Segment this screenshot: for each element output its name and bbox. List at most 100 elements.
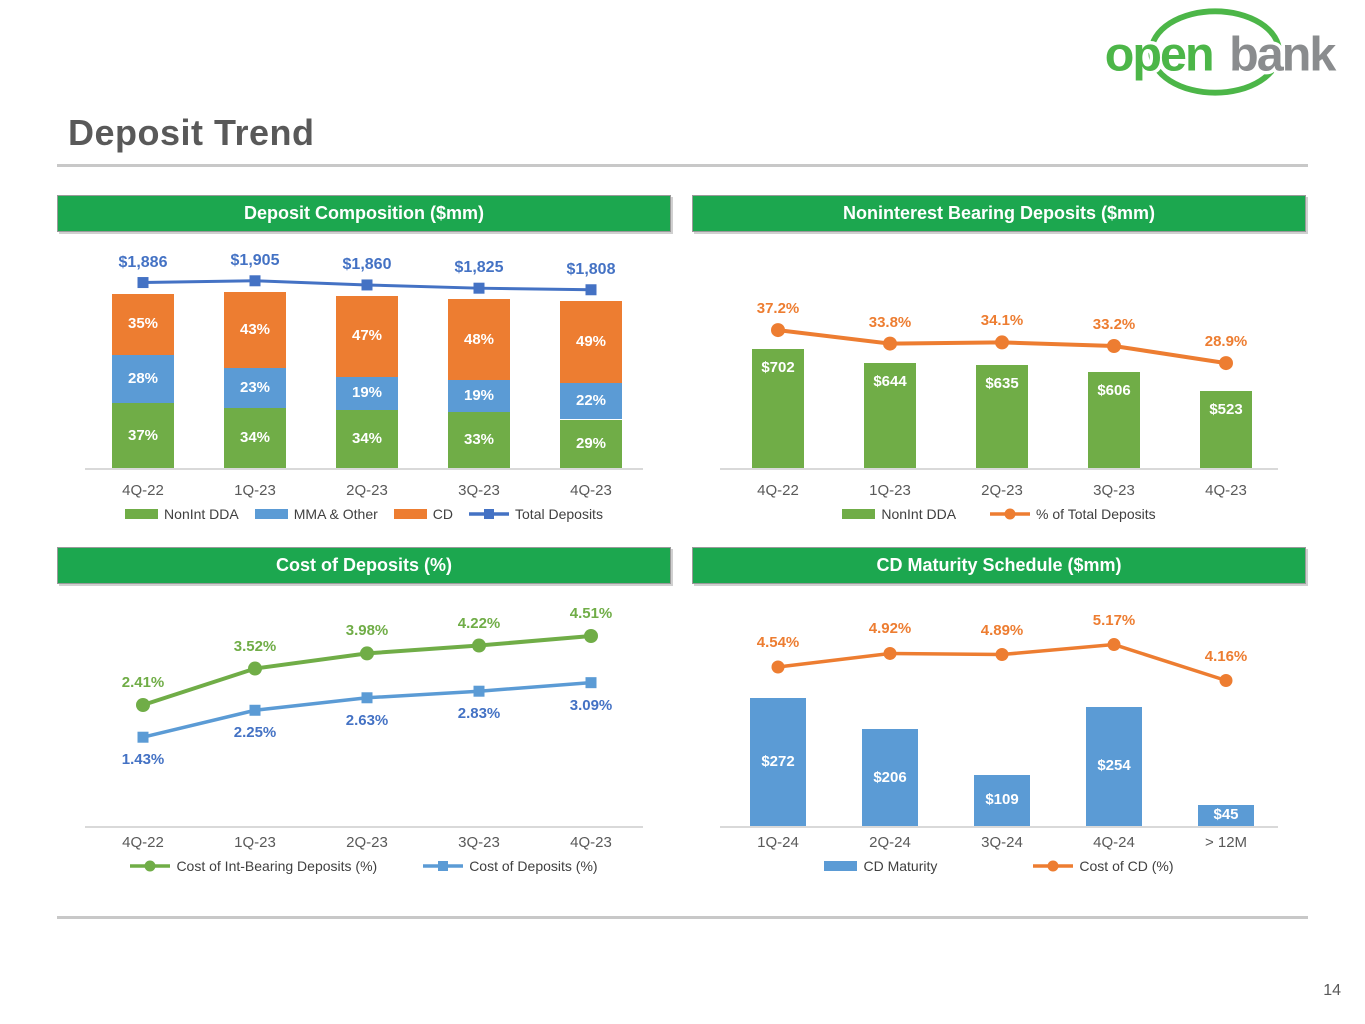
chart-panel-noninterest-bearing-deposits: Noninterest Bearing Deposits ($mm) 4Q-22… xyxy=(692,195,1306,532)
legend-label: Cost of CD (%) xyxy=(1079,858,1174,874)
x-axis-label: 1Q-24 xyxy=(757,834,799,851)
chart-title: Deposit Composition ($mm) xyxy=(57,195,671,232)
legend-label: % of Total Deposits xyxy=(1036,506,1156,522)
legend-label: Cost of Deposits (%) xyxy=(469,858,598,874)
chart-title: CD Maturity Schedule ($mm) xyxy=(692,547,1306,584)
x-axis-label: 2Q-23 xyxy=(346,834,388,851)
point-value-label: 4.22% xyxy=(457,614,501,632)
square-data-marker xyxy=(137,277,149,289)
x-axis-label: 4Q-23 xyxy=(1205,482,1247,499)
bar xyxy=(976,364,1028,468)
bar-segment-label: 49% xyxy=(575,332,607,350)
legend-item: CD xyxy=(393,506,453,522)
bar-segment-label: 43% xyxy=(239,320,271,338)
bar-segment xyxy=(224,408,286,468)
square-data-marker xyxy=(361,279,373,291)
bar-segment xyxy=(112,354,174,404)
chart-legend: NonInt DDA MMA & Other CD Total Deposits xyxy=(57,506,671,522)
openbank-logo: open bank xyxy=(1097,6,1347,98)
svg-text:open bank: open bank xyxy=(1105,27,1337,81)
chart-canvas-deposit-composition: 4Q-22 1Q-23 2Q-23 3Q-23 4Q-23 37% 28% 35% 34% 23%… xyxy=(57,232,671,532)
x-axis-label: 3Q-23 xyxy=(1093,482,1135,499)
bar-segment xyxy=(112,293,174,355)
chart-title: Cost of Deposits (%) xyxy=(57,547,671,584)
x-axis-label: 4Q-23 xyxy=(570,834,612,851)
chart-panel-cost-of-deposits: Cost of Deposits (%) 4Q-22 1Q-23 2Q-23 3Q-2… xyxy=(57,547,671,884)
x-axis-label: 4Q-24 xyxy=(1093,834,1135,851)
chart-panel-deposit-composition: Deposit Composition ($mm) 4Q-22 1Q-23 2Q-2… xyxy=(57,195,671,532)
bar-segment xyxy=(560,382,622,420)
x-axis-label: 3Q-24 xyxy=(981,834,1023,851)
bar xyxy=(974,774,1030,826)
point-value-label: 28.9% xyxy=(1204,333,1248,351)
bar-segment xyxy=(560,300,622,383)
bar-segment xyxy=(448,299,510,381)
legend-line-marker-icon xyxy=(1033,860,1074,872)
bar xyxy=(1088,371,1140,468)
legend-label: NonInt DDA xyxy=(881,506,957,522)
chart-legend: CD Maturity Cost of CD (%) xyxy=(692,858,1306,874)
legend-item: NonInt DDA xyxy=(842,506,956,522)
openbank-logo-graphic: open bank xyxy=(1101,8,1342,96)
point-value-label: 4.89% xyxy=(980,621,1024,639)
legend-item: Cost of Int-Bearing Deposits (%) xyxy=(130,858,377,874)
chart-title: Noninterest Bearing Deposits ($mm) xyxy=(692,195,1306,232)
point-value-label: 2.63% xyxy=(345,711,389,729)
bar-value-label: $254 xyxy=(1097,757,1131,775)
logo-ring-icon xyxy=(1148,8,1283,96)
bar xyxy=(1200,391,1252,468)
x-axis-line xyxy=(85,468,643,470)
footer-divider xyxy=(57,916,1308,919)
x-axis-label: 4Q-22 xyxy=(757,482,799,499)
legend-label: Cost of Int-Bearing Deposits (%) xyxy=(176,858,378,874)
bar-value-label: $272 xyxy=(761,753,795,771)
x-axis-label: 3Q-23 xyxy=(458,482,500,499)
circle-data-marker xyxy=(1219,674,1233,688)
point-value-label: 4.51% xyxy=(569,605,613,622)
bar-segment-label: 28% xyxy=(127,370,159,388)
chart-canvas-cost-of-deposits: 4Q-22 1Q-23 2Q-23 3Q-23 4Q-23 2.41% 3.52% 3.98%… xyxy=(57,584,671,884)
legend-item: MMA & Other xyxy=(254,506,378,522)
circle-data-marker xyxy=(771,660,785,674)
bar-segment-label: 19% xyxy=(463,387,495,405)
point-value-label: 3.09% xyxy=(569,696,613,714)
logo-word-open: open xyxy=(1105,27,1213,81)
x-axis-label: 1Q-23 xyxy=(869,482,911,499)
circle-data-marker xyxy=(136,698,150,713)
bar-segment xyxy=(336,409,398,468)
legend-line-marker-icon xyxy=(469,509,510,519)
circle-data-marker xyxy=(360,646,374,661)
circle-data-marker xyxy=(771,323,785,338)
point-value-label: 3.98% xyxy=(345,622,389,640)
circle-data-marker xyxy=(1107,338,1121,353)
circle-data-marker xyxy=(472,638,486,653)
chart-legend: NonInt DDA % of Total Deposits xyxy=(692,506,1306,522)
bar-value-label: $45 xyxy=(1213,806,1239,824)
bar-segment-label: 35% xyxy=(127,315,159,333)
bar-segment-label: 19% xyxy=(351,384,383,402)
point-value-label: 4.92% xyxy=(868,620,912,638)
circle-data-marker xyxy=(1219,356,1233,371)
legend-label: MMA & Other xyxy=(293,506,378,522)
line-series xyxy=(777,642,1227,683)
chart-canvas-noninterest-bearing-deposits: 4Q-22 1Q-23 2Q-23 3Q-23 4Q-23 $702 $644 $635 $60… xyxy=(692,232,1306,532)
square-data-marker xyxy=(249,275,261,287)
circle-data-marker xyxy=(1107,638,1121,652)
circle-data-marker xyxy=(584,629,598,644)
bar-value-label: $644 xyxy=(873,372,907,390)
legend-item: CD Maturity xyxy=(824,858,937,874)
legend-swatch xyxy=(125,509,159,519)
square-data-marker xyxy=(438,861,449,871)
legend-line-marker-icon xyxy=(423,861,464,871)
circle-data-marker xyxy=(1004,508,1016,520)
legend-item: NonInt DDA xyxy=(125,506,239,522)
point-value-label: 2.83% xyxy=(457,705,501,723)
logo-word-bank: bank xyxy=(1229,27,1336,81)
legend-item: Cost of Deposits (%) xyxy=(423,858,598,874)
point-value-label: 1.43% xyxy=(121,751,165,769)
x-axis-label: 1Q-23 xyxy=(234,834,276,851)
circle-data-marker xyxy=(883,336,897,351)
bar-value-label: $206 xyxy=(873,768,907,786)
bar-segment xyxy=(448,380,510,413)
bar-segment xyxy=(560,419,622,468)
